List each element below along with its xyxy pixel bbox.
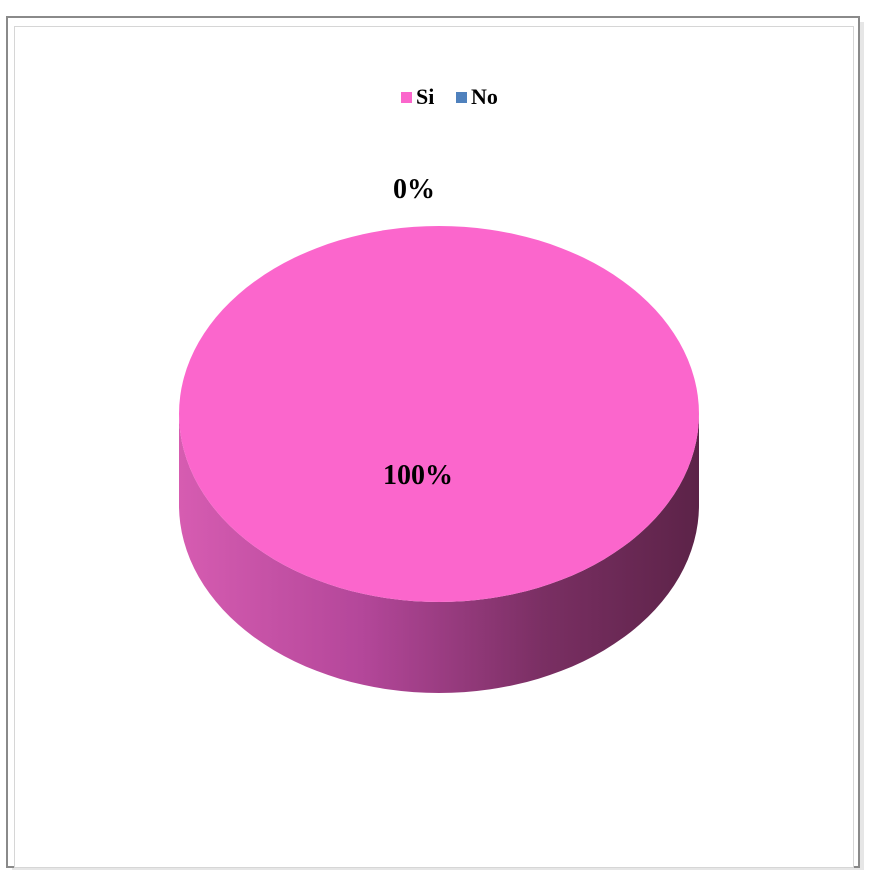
legend-swatch-si [401, 92, 412, 103]
pie-slice-si-side [179, 414, 699, 693]
legend-label-no: No [471, 84, 498, 109]
data-label-no: 0% [393, 174, 435, 205]
legend-swatch-no [456, 92, 467, 103]
legend-label-si: Si [416, 84, 434, 109]
data-label-si: 100% [383, 460, 453, 491]
legend: Si No [401, 84, 498, 109]
pie-slice-si [179, 226, 699, 602]
